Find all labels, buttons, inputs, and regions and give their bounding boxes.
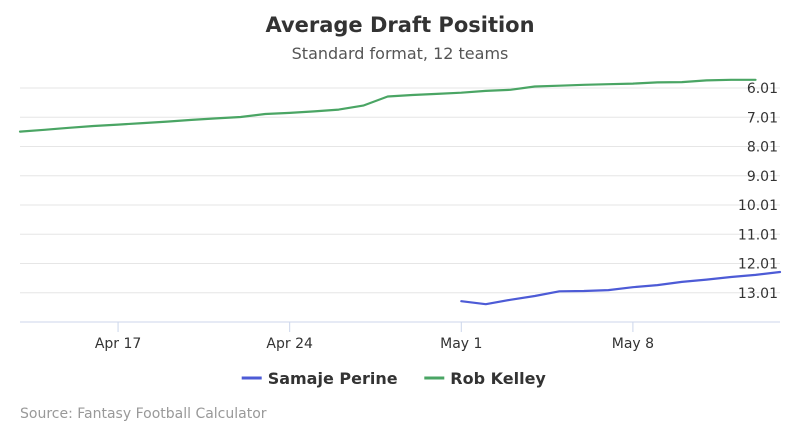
legend-label: Samaje Perine — [268, 369, 398, 388]
gridlines — [20, 87, 780, 294]
x-tick-label: Apr 17 — [95, 336, 141, 352]
legend-label: Rob Kelley — [450, 369, 546, 388]
y-tick-label: 12.01 — [738, 257, 778, 273]
chart-title: Average Draft Position — [265, 13, 534, 37]
chart-subtitle: Standard format, 12 teams — [292, 44, 509, 63]
series-lines — [18, 78, 782, 306]
y-tick-label: 11.01 — [738, 227, 778, 243]
x-tick-label: Apr 24 — [266, 336, 313, 352]
legend-item[interactable]: Samaje Perine — [241, 369, 398, 388]
y-tick-label: 6.01 — [747, 81, 778, 97]
y-tick-label: 8.01 — [747, 140, 778, 156]
y-tick-label: 9.01 — [747, 169, 778, 185]
y-tick-label: 10.01 — [738, 198, 778, 214]
x-axis: Apr 17 Apr 24 May 1 May 8 — [95, 322, 654, 352]
source-credit: Source: Fantasy Football Calculator — [20, 406, 267, 422]
x-tick-label: May 8 — [612, 336, 654, 352]
series-line-rob-kelley — [18, 78, 757, 133]
y-tick-label: 13.01 — [738, 286, 778, 302]
x-tick-label: May 1 — [440, 336, 482, 352]
series-line-samaje-perine — [460, 270, 782, 306]
y-tick-label: 7.01 — [747, 110, 778, 126]
y-axis-labels: 6.01 7.01 8.01 9.01 10.01 11.01 12.01 13.01 — [738, 81, 778, 302]
legend: Samaje Perine Rob Kelley — [241, 369, 546, 388]
legend-item[interactable]: Rob Kelley — [424, 369, 546, 388]
